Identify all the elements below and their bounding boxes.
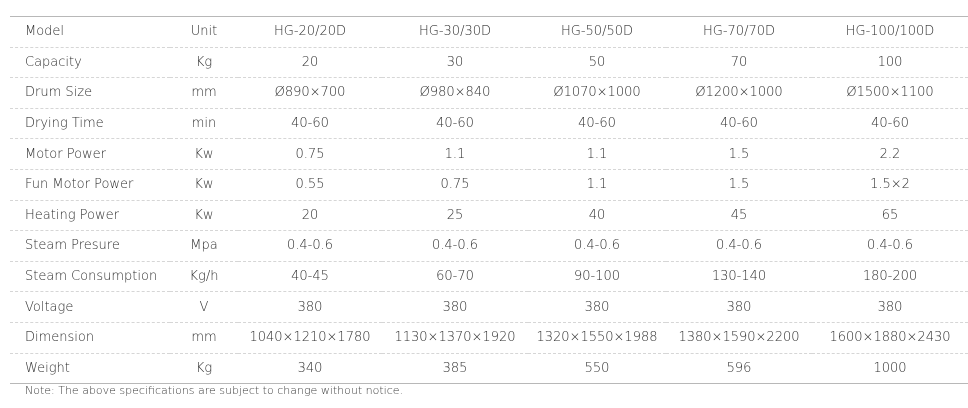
table-cell: 40-60 bbox=[382, 108, 528, 140]
table-cell: 0.55 bbox=[238, 169, 382, 201]
table-cell: 30 bbox=[382, 47, 528, 79]
table-cell: 0.4-0.6 bbox=[238, 230, 382, 262]
table-cell: Ø1200×1000 bbox=[666, 77, 812, 109]
table-cell: 60-70 bbox=[382, 261, 528, 293]
table-cell: 0.4-0.6 bbox=[382, 230, 528, 262]
table-cell: 340 bbox=[238, 353, 382, 385]
row-label: Drying Time bbox=[10, 108, 170, 140]
table-cell: 380 bbox=[528, 291, 666, 323]
table-cell: Ø980×840 bbox=[382, 77, 528, 109]
table-cell: 40-60 bbox=[238, 108, 382, 140]
table-row: Drying Time min 40-60 40-60 40-60 40-60 … bbox=[10, 108, 968, 140]
row-label: Fun Motor Power bbox=[10, 169, 170, 201]
table-cell: 1000 bbox=[812, 353, 968, 385]
row-label: Voltage bbox=[10, 291, 170, 323]
table-cell: 1.5×2 bbox=[812, 169, 968, 201]
table-cell: Ø1070×1000 bbox=[528, 77, 666, 109]
table-cell: 40 bbox=[528, 200, 666, 232]
column-header-model: Model bbox=[10, 16, 170, 48]
table-row: Steam Presure Mpa 0.4-0.6 0.4-0.6 0.4-0.… bbox=[10, 230, 968, 262]
table-cell: 1.1 bbox=[528, 169, 666, 201]
table-cell: 1600×1880×2430 bbox=[812, 322, 968, 354]
table-cell: 40-60 bbox=[812, 108, 968, 140]
table-cell: Ø1500×1100 bbox=[812, 77, 968, 109]
row-label: Motor Power bbox=[10, 138, 170, 170]
table-row: Drum Size mm Ø890×700 Ø980×840 Ø1070×100… bbox=[10, 77, 968, 109]
table-cell: 1380×1590×2200 bbox=[666, 322, 812, 354]
table-cell: 70 bbox=[666, 47, 812, 79]
table-cell: 130-140 bbox=[666, 261, 812, 293]
table-cell: Ø890×700 bbox=[238, 77, 382, 109]
table-row: Weight Kg 340 385 550 596 1000 bbox=[10, 353, 968, 385]
row-unit: Kg bbox=[170, 47, 238, 79]
table-cell: 380 bbox=[382, 291, 528, 323]
table-cell: 40-60 bbox=[666, 108, 812, 140]
row-unit: Kg/h bbox=[170, 261, 238, 293]
row-label: Drum Size bbox=[10, 77, 170, 109]
table-row: Fun Motor Power Kw 0.55 0.75 1.1 1.5 1.5… bbox=[10, 169, 968, 201]
row-unit: Mpa bbox=[170, 230, 238, 262]
table-cell: 0.75 bbox=[238, 138, 382, 170]
table-cell: 1.5 bbox=[666, 138, 812, 170]
footnote: Note: The above specifications are subje… bbox=[25, 384, 404, 397]
table-cell: 45 bbox=[666, 200, 812, 232]
table-cell: 0.4-0.6 bbox=[666, 230, 812, 262]
table-cell: 100 bbox=[812, 47, 968, 79]
table-cell: 0.75 bbox=[382, 169, 528, 201]
row-unit: mm bbox=[170, 322, 238, 354]
table-cell: 1320×1550×1988 bbox=[528, 322, 666, 354]
column-header-hg-30: HG-30/30D bbox=[382, 16, 528, 48]
row-unit: Kw bbox=[170, 169, 238, 201]
column-header-hg-70: HG-70/70D bbox=[666, 16, 812, 48]
table-cell: 1040×1210×1780 bbox=[238, 322, 382, 354]
table-cell: 550 bbox=[528, 353, 666, 385]
table-row: Dimension mm 1040×1210×1780 1130×1370×19… bbox=[10, 322, 968, 354]
table-cell: 596 bbox=[666, 353, 812, 385]
table-cell: 20 bbox=[238, 200, 382, 232]
table-row: Motor Power Kw 0.75 1.1 1.1 1.5 2.2 bbox=[10, 138, 968, 170]
row-label: Steam Consumption bbox=[10, 261, 170, 293]
row-label: Capacity bbox=[10, 47, 170, 79]
row-label: Steam Presure bbox=[10, 230, 170, 262]
table-cell: 90-100 bbox=[528, 261, 666, 293]
table-cell: 1.1 bbox=[382, 138, 528, 170]
header-row: Model Unit HG-20/20D HG-30/30D HG-50/50D… bbox=[10, 16, 968, 48]
row-unit: V bbox=[170, 291, 238, 323]
table-cell: 380 bbox=[812, 291, 968, 323]
table-cell: 1130×1370×1920 bbox=[382, 322, 528, 354]
row-unit: Kw bbox=[170, 200, 238, 232]
table-cell: 385 bbox=[382, 353, 528, 385]
table-cell: 65 bbox=[812, 200, 968, 232]
table-cell: 20 bbox=[238, 47, 382, 79]
row-label: Heating Power bbox=[10, 200, 170, 232]
row-unit: mm bbox=[170, 77, 238, 109]
table-row: Capacity Kg 20 30 50 70 100 bbox=[10, 47, 968, 79]
table-cell: 40-60 bbox=[528, 108, 666, 140]
specifications-table: Model Unit HG-20/20D HG-30/30D HG-50/50D… bbox=[10, 16, 968, 385]
column-header-hg-50: HG-50/50D bbox=[528, 16, 666, 48]
table-cell: 1.5 bbox=[666, 169, 812, 201]
table-row: Steam Consumption Kg/h 40-45 60-70 90-10… bbox=[10, 261, 968, 293]
row-unit: Kw bbox=[170, 138, 238, 170]
table-cell: 180-200 bbox=[812, 261, 968, 293]
table-cell: 25 bbox=[382, 200, 528, 232]
table-cell: 0.4-0.6 bbox=[528, 230, 666, 262]
table-cell: 0.4-0.6 bbox=[812, 230, 968, 262]
column-header-unit: Unit bbox=[170, 16, 238, 48]
table-cell: 380 bbox=[666, 291, 812, 323]
table-cell: 1.1 bbox=[528, 138, 666, 170]
table-cell: 380 bbox=[238, 291, 382, 323]
table-cell: 2.2 bbox=[812, 138, 968, 170]
table-row: Voltage V 380 380 380 380 380 bbox=[10, 291, 968, 323]
row-unit: Kg bbox=[170, 353, 238, 385]
row-label: Dimension bbox=[10, 322, 170, 354]
table-cell: 40-45 bbox=[238, 261, 382, 293]
row-unit: min bbox=[170, 108, 238, 140]
table-cell: 50 bbox=[528, 47, 666, 79]
table-row: Heating Power Kw 20 25 40 45 65 bbox=[10, 200, 968, 232]
column-header-hg-20: HG-20/20D bbox=[238, 16, 382, 48]
column-header-hg-100: HG-100/100D bbox=[812, 16, 968, 48]
row-label: Weight bbox=[10, 353, 170, 385]
